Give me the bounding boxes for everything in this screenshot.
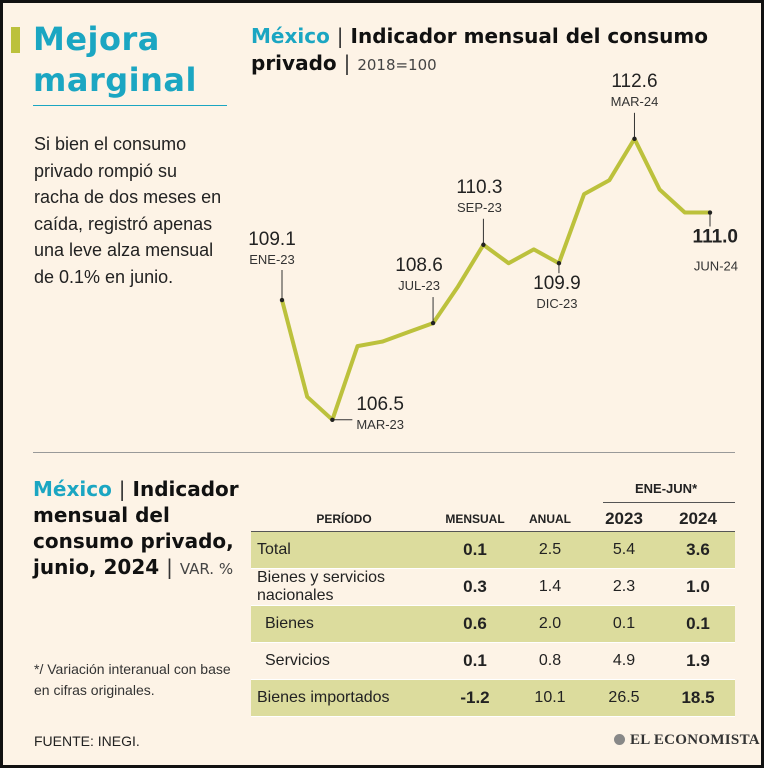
annotation-dot-dic-23 bbox=[556, 260, 562, 266]
row-2023: 4.9 bbox=[587, 642, 661, 680]
annotation-dot-mar-23 bbox=[330, 417, 335, 422]
header-2023: 2023 bbox=[587, 506, 661, 532]
row-mensual: 0.1 bbox=[437, 531, 513, 569]
row-name: Bienes y servicios nacionales bbox=[251, 568, 437, 606]
table-title-text: Indicador mensual del consumo privado, j… bbox=[33, 477, 239, 579]
line-chart: 109.1 ENE-23 106.5 MAR-23 108.6 JUL-23 110.3 SE… bbox=[248, 71, 738, 432]
data-point-ago-23 bbox=[457, 285, 459, 287]
row-2023: 0.1 bbox=[587, 605, 661, 643]
brand-logo: EL ECONOMISTA bbox=[614, 732, 760, 749]
date-label-mar-23: MAR-23 bbox=[356, 417, 404, 432]
row-mensual: 0.6 bbox=[437, 605, 513, 643]
value-label-ene-23: 109.1 bbox=[248, 229, 296, 250]
row-2024: 18.5 bbox=[661, 679, 735, 717]
annotation-dot-jul-23 bbox=[430, 320, 436, 326]
section-divider bbox=[33, 452, 735, 453]
header-mensual: MENSUAL bbox=[437, 506, 513, 532]
headline: Mejora marginal bbox=[33, 20, 197, 99]
footnote: */ Variación interanual con base en cifr… bbox=[34, 661, 231, 698]
date-label-mar-24: MAR-24 bbox=[611, 94, 659, 109]
value-label-jun-24: 111.0 bbox=[693, 227, 738, 248]
series-line bbox=[280, 136, 712, 422]
header-anual: ANUAL bbox=[513, 506, 587, 532]
row-mensual: -1.2 bbox=[437, 679, 513, 717]
data-point-may-24 bbox=[684, 212, 686, 214]
row-name: Servicios bbox=[251, 642, 437, 680]
table-unit-sep: | bbox=[166, 555, 173, 579]
date-label-dic-23: DIC-23 bbox=[536, 296, 577, 311]
date-label-jul-23: JUL-23 bbox=[398, 278, 440, 293]
value-label-mar-24: 112.6 bbox=[611, 71, 657, 92]
date-label-jun-24: JUN-24 bbox=[694, 259, 738, 274]
table-row: Bienes y servicios nacionales 0.3 1.4 2.… bbox=[251, 568, 735, 606]
date-label-ene-23: ENE-23 bbox=[249, 252, 295, 267]
row-anual: 1.4 bbox=[513, 568, 587, 606]
row-2023: 5.4 bbox=[587, 531, 661, 569]
row-2024: 3.6 bbox=[661, 531, 735, 569]
source: FUENTE: INEGI. bbox=[34, 733, 140, 749]
table-country: México bbox=[33, 477, 112, 501]
table-row: Total 0.1 2.5 5.4 3.6 bbox=[251, 531, 735, 569]
logo-mark-icon bbox=[614, 734, 625, 745]
annotation-dot-jun-24 bbox=[707, 210, 713, 215]
chart-base-sep: | bbox=[343, 51, 351, 75]
row-name: Bienes bbox=[251, 605, 437, 643]
row-anual: 2.0 bbox=[513, 605, 587, 643]
annotation-dot-mar-24 bbox=[632, 136, 637, 142]
row-mensual: 0.3 bbox=[437, 568, 513, 606]
table-row: Bienes importados -1.2 10.1 26.5 18.5 bbox=[251, 679, 735, 717]
data-point-abr-23 bbox=[357, 345, 359, 347]
row-anual: 0.8 bbox=[513, 642, 587, 680]
chart-base: 2018=100 bbox=[357, 56, 437, 74]
table-title-sep: | bbox=[118, 477, 126, 501]
data-point-feb-24 bbox=[608, 179, 610, 181]
table-row: Bienes 0.6 2.0 0.1 0.1 bbox=[251, 605, 735, 643]
row-name: Total bbox=[251, 531, 437, 569]
row-2024: 1.0 bbox=[661, 568, 735, 606]
chart-title: México | Indicador mensual del consumo p… bbox=[251, 23, 751, 79]
table-unit: VAR. % bbox=[179, 560, 234, 578]
header-periodo: PERÍODO bbox=[251, 506, 437, 532]
row-2023: 2.3 bbox=[587, 568, 661, 606]
accent-bar bbox=[11, 27, 20, 53]
chart-title-sep: | bbox=[336, 24, 344, 48]
header-2024: 2024 bbox=[661, 506, 735, 532]
headline-rule bbox=[33, 105, 227, 106]
range-rule bbox=[603, 502, 735, 503]
value-label-jul-23: 108.6 bbox=[395, 255, 443, 276]
data-point-oct-23 bbox=[508, 262, 510, 264]
intro-text: Si bien el consumo privado rompió su rac… bbox=[34, 134, 222, 287]
chart-title-text: Indicador mensual del consumo privado bbox=[251, 24, 708, 75]
row-2024: 1.9 bbox=[661, 642, 735, 680]
table-title: México | Indicador mensual del consumo p… bbox=[33, 476, 243, 582]
data-point-nov-23 bbox=[533, 248, 535, 250]
data-point-ene-24 bbox=[583, 193, 585, 195]
row-anual: 10.1 bbox=[513, 679, 587, 717]
data-table: PERÍODO MENSUAL ANUAL 2023 2024 Total 0.… bbox=[251, 506, 735, 717]
row-name: Bienes importados bbox=[251, 679, 437, 717]
data-point-feb-23 bbox=[306, 396, 308, 398]
annotation-dot-sep-23 bbox=[481, 242, 486, 247]
data-point-jun-23 bbox=[407, 331, 409, 333]
data-point-may-23 bbox=[382, 340, 384, 342]
row-2024: 0.1 bbox=[661, 605, 735, 643]
brand-name: EL ECONOMISTA bbox=[630, 732, 760, 748]
value-label-mar-23: 106.5 bbox=[356, 394, 404, 415]
value-label-dic-23: 109.9 bbox=[533, 273, 581, 294]
range-label: ENE-JUN* bbox=[635, 481, 698, 496]
date-label-sep-23: SEP-23 bbox=[457, 200, 502, 215]
data-point-abr-24 bbox=[659, 188, 661, 190]
row-mensual: 0.1 bbox=[437, 642, 513, 680]
value-label-sep-23: 110.3 bbox=[456, 177, 502, 198]
table-header-row: PERÍODO MENSUAL ANUAL 2023 2024 bbox=[251, 506, 735, 532]
annotation-dot-ene-23 bbox=[279, 297, 285, 303]
row-anual: 2.5 bbox=[513, 531, 587, 569]
row-2023: 26.5 bbox=[587, 679, 661, 717]
chart-country: México bbox=[251, 24, 330, 48]
table-row: Servicios 0.1 0.8 4.9 1.9 bbox=[251, 642, 735, 680]
